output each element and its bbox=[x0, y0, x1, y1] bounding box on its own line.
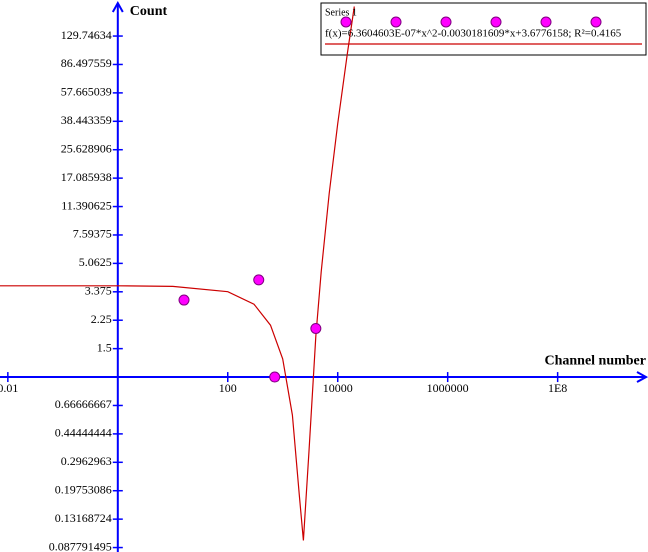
x-axis-arrow bbox=[636, 371, 648, 383]
y-tick-label: 11.390625 bbox=[61, 198, 112, 212]
y-tick-label: 38.443359 bbox=[61, 113, 112, 127]
data-point bbox=[310, 322, 322, 334]
legend-label: Series 1 bbox=[325, 7, 357, 18]
y-axis-arrow bbox=[111, 0, 124, 13]
legend-trendline-label: f(x)=6.3604603E-07*x^2-0.0030181609*x+3.… bbox=[325, 28, 622, 40]
y-tick-label: 57.665039 bbox=[61, 85, 112, 99]
legend-marker bbox=[490, 16, 502, 28]
legend-marker bbox=[590, 16, 602, 28]
x-tick-label: 1E8 bbox=[548, 381, 567, 395]
data-point bbox=[253, 274, 265, 286]
y-tick-label: 2.25 bbox=[91, 312, 112, 326]
y-tick-label: 0.19753086 bbox=[55, 482, 112, 496]
y-tick-label: 0.2962963 bbox=[61, 454, 112, 468]
y-axis-label: Count bbox=[130, 4, 168, 19]
legend-marker bbox=[390, 16, 402, 28]
x-tick-label: 1000000 bbox=[427, 381, 469, 395]
y-tick-label: 25.628906 bbox=[61, 141, 112, 155]
y-tick-label: 0.087791495 bbox=[49, 539, 112, 552]
x-tick-label: 0.01 bbox=[0, 381, 18, 395]
trendline bbox=[0, 6, 355, 541]
data-point bbox=[269, 371, 281, 383]
y-tick-label: 86.497559 bbox=[61, 56, 112, 70]
y-tick-label: 0.66666667 bbox=[55, 397, 112, 411]
legend-box bbox=[320, 2, 647, 56]
legend-marker bbox=[440, 16, 452, 28]
data-point bbox=[178, 294, 190, 306]
y-tick-label: 129.74634 bbox=[61, 28, 112, 42]
x-tick-label: 100 bbox=[219, 381, 237, 395]
x-axis-label: Channel number bbox=[544, 353, 646, 368]
y-tick-label: 3.375 bbox=[85, 284, 112, 298]
y-tick-label: 7.59375 bbox=[73, 227, 112, 241]
x-tick-label: 10000 bbox=[323, 381, 353, 395]
y-tick-label: 1.5 bbox=[97, 340, 112, 354]
legend-marker bbox=[340, 16, 352, 28]
y-tick-label: 0.44444444 bbox=[55, 426, 112, 440]
y-tick-label: 17.085938 bbox=[61, 170, 112, 184]
legend-marker bbox=[540, 16, 552, 28]
y-tick-label: 0.13168724 bbox=[55, 511, 112, 525]
y-tick-label: 5.0625 bbox=[79, 255, 112, 269]
